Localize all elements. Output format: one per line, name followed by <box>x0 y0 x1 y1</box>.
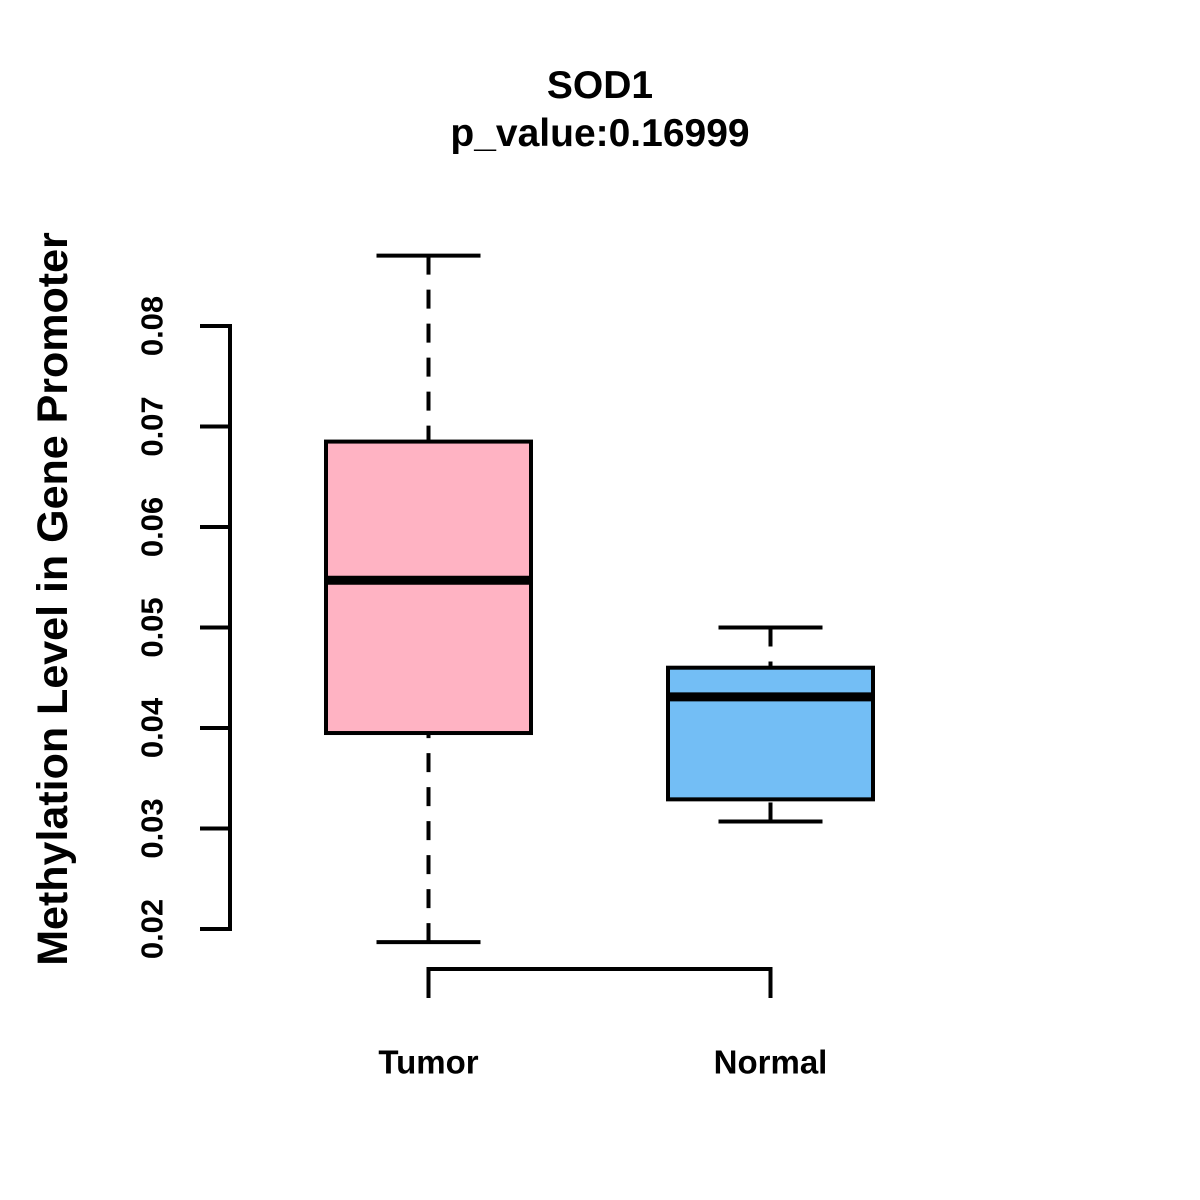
chart-title: SOD1 <box>546 64 654 107</box>
y-tick-label: 0.06 <box>135 497 170 557</box>
y-tick-label: 0.02 <box>135 899 170 959</box>
chart-title-block: SOD1 p_value:0.16999 <box>0 62 1200 157</box>
box-tumor <box>324 439 533 736</box>
chart-subtitle: p_value:0.16999 <box>450 111 750 155</box>
x-category-label-normal: Normal <box>714 1044 828 1081</box>
x-axis-bracket <box>426 967 773 998</box>
y-tick-label: 0.08 <box>135 296 170 356</box>
y-tick-label: 0.03 <box>135 798 170 858</box>
box-normal <box>666 665 875 802</box>
y-tick-label: 0.04 <box>135 697 170 758</box>
x-category-label-tumor: Tumor <box>378 1044 478 1081</box>
y-tick-label: 0.07 <box>135 396 170 456</box>
y-tick-label: 0.05 <box>135 597 170 657</box>
